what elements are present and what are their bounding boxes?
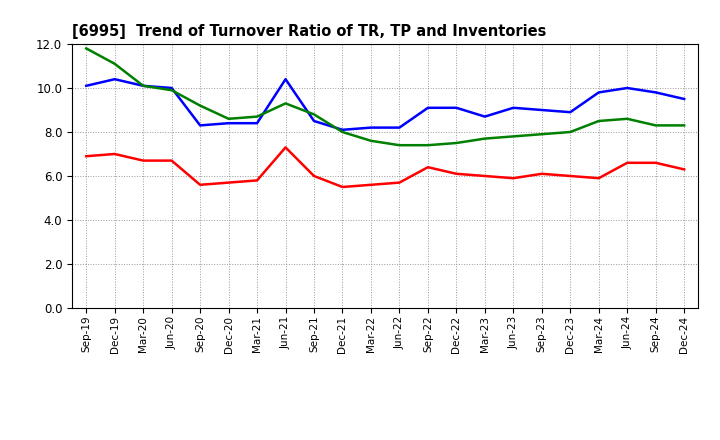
Trade Payables — [680, 96, 688, 102]
Trade Payables — [110, 77, 119, 82]
Trade Receivables — [652, 160, 660, 165]
Trade Receivables — [623, 160, 631, 165]
Inventories — [623, 116, 631, 121]
Trade Payables — [82, 83, 91, 88]
Trade Receivables — [480, 173, 489, 179]
Trade Receivables — [110, 151, 119, 157]
Trade Receivables — [509, 176, 518, 181]
Inventories — [167, 88, 176, 93]
Inventories — [395, 143, 404, 148]
Inventories — [680, 123, 688, 128]
Trade Payables — [225, 121, 233, 126]
Inventories — [509, 134, 518, 139]
Inventories — [566, 129, 575, 135]
Inventories — [595, 118, 603, 124]
Inventories — [652, 123, 660, 128]
Inventories — [310, 112, 318, 117]
Trade Payables — [282, 77, 290, 82]
Trade Payables — [196, 123, 204, 128]
Trade Receivables — [423, 165, 432, 170]
Line: Inventories: Inventories — [86, 48, 684, 145]
Trade Receivables — [253, 178, 261, 183]
Trade Payables — [509, 105, 518, 110]
Trade Receivables — [139, 158, 148, 163]
Inventories — [196, 103, 204, 108]
Trade Payables — [595, 90, 603, 95]
Trade Receivables — [395, 180, 404, 185]
Trade Receivables — [537, 171, 546, 176]
Line: Trade Payables: Trade Payables — [86, 79, 684, 130]
Trade Payables — [139, 83, 148, 88]
Inventories — [452, 140, 461, 146]
Inventories — [82, 46, 91, 51]
Trade Payables — [452, 105, 461, 110]
Trade Payables — [366, 125, 375, 130]
Trade Receivables — [452, 171, 461, 176]
Inventories — [423, 143, 432, 148]
Trade Receivables — [566, 173, 575, 179]
Trade Receivables — [282, 145, 290, 150]
Trade Payables — [338, 127, 347, 132]
Inventories — [225, 116, 233, 121]
Inventories — [253, 114, 261, 119]
Trade Receivables — [366, 182, 375, 187]
Trade Receivables — [680, 167, 688, 172]
Trade Payables — [253, 121, 261, 126]
Trade Receivables — [338, 184, 347, 190]
Text: [6995]  Trend of Turnover Ratio of TR, TP and Inventories: [6995] Trend of Turnover Ratio of TR, TP… — [72, 24, 546, 39]
Trade Receivables — [196, 182, 204, 187]
Trade Receivables — [225, 180, 233, 185]
Trade Payables — [623, 85, 631, 91]
Inventories — [110, 61, 119, 66]
Inventories — [480, 136, 489, 141]
Inventories — [139, 83, 148, 88]
Trade Payables — [566, 110, 575, 115]
Trade Payables — [537, 107, 546, 113]
Trade Payables — [423, 105, 432, 110]
Trade Receivables — [82, 154, 91, 159]
Trade Payables — [310, 118, 318, 124]
Inventories — [338, 129, 347, 135]
Trade Payables — [167, 85, 176, 91]
Trade Receivables — [167, 158, 176, 163]
Inventories — [282, 101, 290, 106]
Line: Trade Receivables: Trade Receivables — [86, 147, 684, 187]
Trade Receivables — [595, 176, 603, 181]
Inventories — [537, 132, 546, 137]
Trade Payables — [652, 90, 660, 95]
Trade Receivables — [310, 173, 318, 179]
Trade Payables — [395, 125, 404, 130]
Trade Payables — [480, 114, 489, 119]
Inventories — [366, 138, 375, 143]
